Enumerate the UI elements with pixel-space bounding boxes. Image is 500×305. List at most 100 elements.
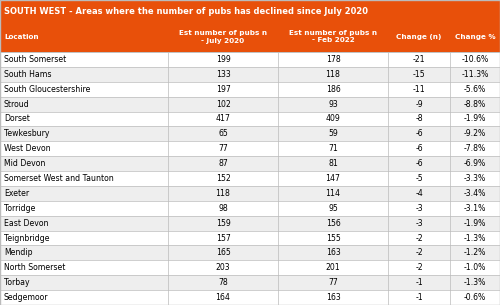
Bar — [0, 82, 500, 97]
Text: 133: 133 — [216, 70, 230, 79]
Text: 186: 186 — [326, 85, 340, 94]
Text: South Gloucestershire: South Gloucestershire — [4, 85, 90, 94]
Text: -2: -2 — [415, 263, 423, 272]
Text: 59: 59 — [328, 129, 338, 138]
Text: 65: 65 — [218, 129, 228, 138]
Text: 178: 178 — [326, 55, 340, 64]
Text: -6: -6 — [415, 159, 423, 168]
Bar — [0, 260, 500, 275]
Bar — [0, 67, 500, 82]
Text: -1: -1 — [415, 293, 423, 302]
Text: 201: 201 — [326, 263, 340, 272]
Bar — [0, 171, 500, 186]
Text: Est number of pubs n
- July 2020: Est number of pubs n - July 2020 — [179, 30, 267, 44]
Text: 102: 102 — [216, 100, 230, 109]
Text: Change %: Change % — [454, 34, 496, 40]
Text: -1.9%: -1.9% — [464, 219, 486, 228]
Bar — [0, 246, 500, 260]
Text: East Devon: East Devon — [4, 219, 48, 228]
Text: 156: 156 — [326, 219, 340, 228]
Text: -3: -3 — [415, 219, 423, 228]
Text: Exeter: Exeter — [4, 189, 29, 198]
Bar — [0, 290, 500, 305]
Text: 199: 199 — [216, 55, 230, 64]
Text: -3.1%: -3.1% — [464, 204, 486, 213]
Text: -0.6%: -0.6% — [464, 293, 486, 302]
Text: -15: -15 — [412, 70, 426, 79]
Text: Mendip: Mendip — [4, 248, 32, 257]
Text: 118: 118 — [326, 70, 340, 79]
Text: Location: Location — [4, 34, 38, 40]
Text: 77: 77 — [328, 278, 338, 287]
Text: Stroud: Stroud — [4, 100, 30, 109]
Text: 98: 98 — [218, 204, 228, 213]
Text: -1: -1 — [415, 278, 423, 287]
Text: 155: 155 — [326, 234, 340, 242]
Text: -6: -6 — [415, 144, 423, 153]
Text: West Devon: West Devon — [4, 144, 50, 153]
Text: -2: -2 — [415, 234, 423, 242]
Text: Change (n): Change (n) — [396, 34, 442, 40]
Text: 159: 159 — [216, 219, 230, 228]
Text: 147: 147 — [326, 174, 340, 183]
Bar — [0, 97, 500, 112]
Text: -4: -4 — [415, 189, 423, 198]
Text: -5.6%: -5.6% — [464, 85, 486, 94]
Text: 165: 165 — [216, 248, 230, 257]
Text: Torbay: Torbay — [4, 278, 30, 287]
Text: -1.9%: -1.9% — [464, 114, 486, 124]
Text: 417: 417 — [216, 114, 230, 124]
Text: -3.4%: -3.4% — [464, 189, 486, 198]
Text: -5: -5 — [415, 174, 423, 183]
Text: -3: -3 — [415, 204, 423, 213]
Text: 163: 163 — [326, 293, 340, 302]
Text: 77: 77 — [218, 144, 228, 153]
Text: -1.3%: -1.3% — [464, 278, 486, 287]
Bar — [0, 216, 500, 231]
Text: -1.0%: -1.0% — [464, 263, 486, 272]
Text: 157: 157 — [216, 234, 230, 242]
Text: 114: 114 — [326, 189, 340, 198]
Text: -9.2%: -9.2% — [464, 129, 486, 138]
Text: Teignbridge: Teignbridge — [4, 234, 50, 242]
Text: Mid Devon: Mid Devon — [4, 159, 45, 168]
Text: 93: 93 — [328, 100, 338, 109]
Text: -6.9%: -6.9% — [464, 159, 486, 168]
Text: Tewkesbury: Tewkesbury — [4, 129, 50, 138]
Bar — [0, 52, 500, 67]
Text: South Somerset: South Somerset — [4, 55, 66, 64]
Text: 71: 71 — [328, 144, 338, 153]
Text: -1.2%: -1.2% — [464, 248, 486, 257]
Bar — [0, 201, 500, 216]
Bar — [0, 231, 500, 246]
Text: -8: -8 — [415, 114, 423, 124]
Bar — [0, 186, 500, 201]
Text: -21: -21 — [412, 55, 426, 64]
Text: -11: -11 — [412, 85, 426, 94]
Text: 409: 409 — [326, 114, 340, 124]
Text: -3.3%: -3.3% — [464, 174, 486, 183]
Text: -11.3%: -11.3% — [462, 70, 488, 79]
Text: 203: 203 — [216, 263, 230, 272]
Text: -7.8%: -7.8% — [464, 144, 486, 153]
Text: 197: 197 — [216, 85, 230, 94]
Text: Dorset: Dorset — [4, 114, 30, 124]
Text: 87: 87 — [218, 159, 228, 168]
Text: 164: 164 — [216, 293, 230, 302]
Bar — [0, 156, 500, 171]
Text: -9: -9 — [415, 100, 423, 109]
Text: 163: 163 — [326, 248, 340, 257]
Text: Somerset West and Taunton: Somerset West and Taunton — [4, 174, 114, 183]
Text: 95: 95 — [328, 204, 338, 213]
Text: -1.3%: -1.3% — [464, 234, 486, 242]
Text: -2: -2 — [415, 248, 423, 257]
Text: 78: 78 — [218, 278, 228, 287]
Bar — [0, 22, 500, 52]
Text: South Hams: South Hams — [4, 70, 52, 79]
Bar — [0, 112, 500, 126]
Text: 152: 152 — [216, 174, 230, 183]
Bar — [0, 275, 500, 290]
Text: SOUTH WEST - Areas where the number of pubs has declined since July 2020: SOUTH WEST - Areas where the number of p… — [4, 6, 368, 16]
Bar — [0, 126, 500, 141]
Text: 81: 81 — [328, 159, 338, 168]
